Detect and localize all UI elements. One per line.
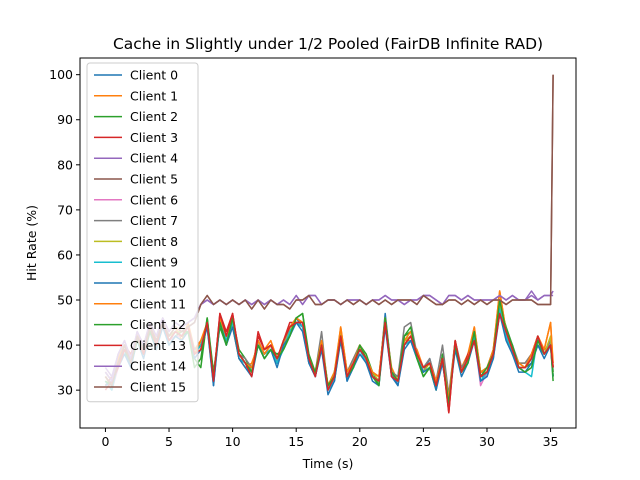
x-axis: 0 5 10 15 20 25 30 35 [101, 428, 559, 449]
chart-title: Cache in Slightly under 1/2 Pooled (Fair… [113, 35, 543, 53]
x-tick-label: 25 [415, 434, 431, 449]
y-tick-label: 100 [49, 67, 73, 82]
legend-label: Client 3 [130, 130, 178, 145]
y-tick-label: 90 [57, 112, 73, 127]
legend-label: Client 14 [130, 359, 186, 374]
legend-box [86, 62, 199, 403]
y-axis-label: Hit Rate (%) [24, 205, 39, 281]
legend-label: Client 8 [130, 234, 178, 249]
y-axis: 30 40 50 60 70 80 90 100 [49, 67, 80, 398]
plot-frame [79, 57, 577, 429]
x-tick-label: 30 [479, 434, 495, 449]
x-axis-label: Time (s) [302, 456, 354, 471]
legend-label: Client 10 [130, 276, 186, 291]
legend-label: Client 15 [130, 380, 186, 395]
x-tick-label: 20 [352, 434, 368, 449]
y-tick-label: 50 [57, 293, 73, 308]
legend-label: Client 11 [130, 296, 186, 311]
y-tick-label: 70 [57, 202, 73, 217]
x-tick-label: 10 [225, 434, 241, 449]
y-tick-label: 60 [57, 247, 73, 262]
legend-label: Client 5 [130, 172, 178, 187]
legend-label: Client 4 [130, 151, 178, 166]
y-tick-label: 40 [57, 338, 73, 353]
x-tick-label: 0 [101, 434, 109, 449]
x-tick-label: 5 [165, 434, 173, 449]
legend-label: Client 6 [130, 192, 178, 207]
legend-label: Client 1 [130, 88, 178, 103]
legend-label: Client 12 [130, 317, 186, 332]
x-tick-label: 35 [543, 434, 559, 449]
y-tick-label: 80 [57, 157, 73, 172]
y-tick-label: 30 [57, 383, 73, 398]
legend-label: Client 7 [130, 213, 178, 228]
legend: Client 0 Client 1 Client 2 Client 3 Client 4… [86, 62, 199, 403]
x-tick-label: 15 [288, 434, 304, 449]
legend-label: Client 9 [130, 255, 178, 270]
legend-label: Client 2 [130, 109, 178, 124]
legend-label: Client 0 [130, 68, 178, 83]
legend-label: Client 13 [130, 338, 186, 353]
